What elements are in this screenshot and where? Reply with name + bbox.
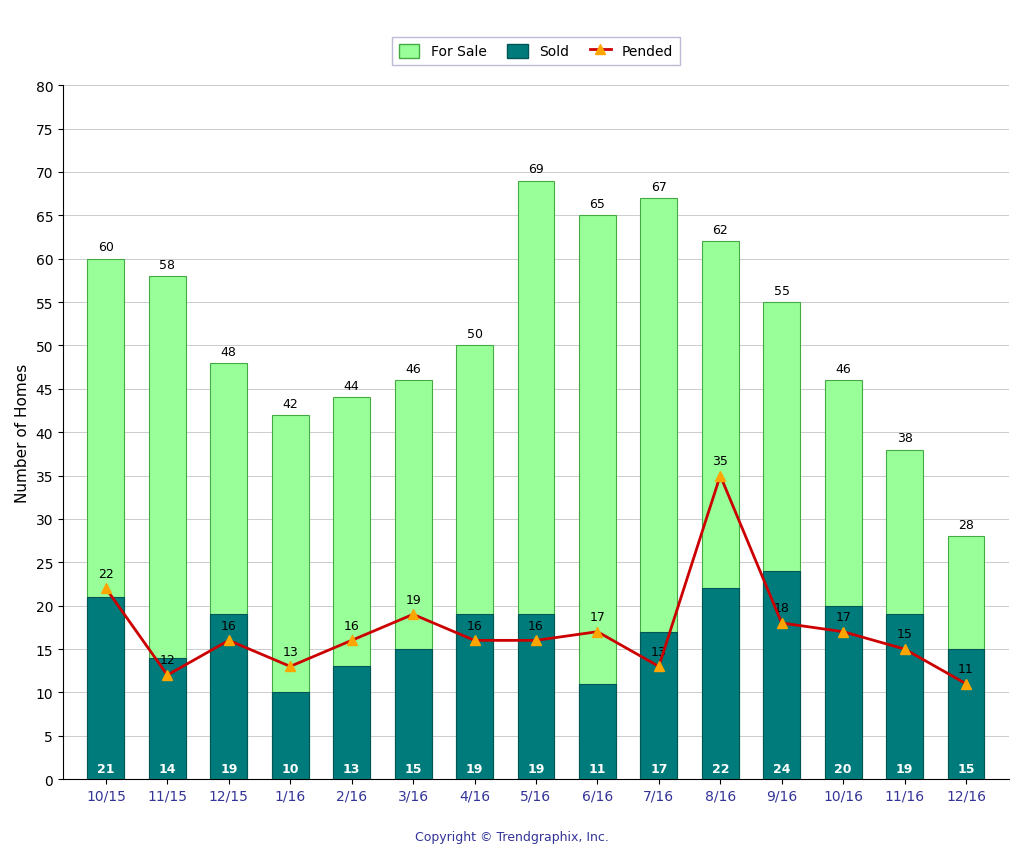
Bar <box>640 632 677 780</box>
Text: 13: 13 <box>343 762 360 775</box>
Text: Copyright © Trendgraphix, Inc.: Copyright © Trendgraphix, Inc. <box>415 831 609 843</box>
Bar <box>947 649 984 780</box>
Text: 46: 46 <box>836 362 851 376</box>
Bar <box>824 381 861 780</box>
Bar <box>210 363 247 780</box>
Text: 21: 21 <box>97 762 115 775</box>
Bar <box>701 589 738 780</box>
Text: 42: 42 <box>283 397 298 410</box>
Text: 35: 35 <box>713 454 728 468</box>
Text: 60: 60 <box>98 241 114 254</box>
Text: 19: 19 <box>220 762 238 775</box>
Bar <box>148 658 185 780</box>
Bar <box>148 277 185 780</box>
Text: 46: 46 <box>406 362 421 376</box>
Text: 55: 55 <box>774 285 790 297</box>
Bar <box>456 614 493 780</box>
Text: 13: 13 <box>283 645 298 658</box>
Text: 65: 65 <box>590 198 605 210</box>
Text: 48: 48 <box>221 345 237 358</box>
Text: 11: 11 <box>958 662 974 676</box>
Bar <box>333 398 370 780</box>
Bar <box>701 242 738 780</box>
Bar <box>87 259 124 780</box>
Text: 28: 28 <box>958 519 974 532</box>
Text: 13: 13 <box>651 645 667 658</box>
Legend: For Sale, Sold, Pended: For Sale, Sold, Pended <box>391 37 680 66</box>
Bar <box>886 614 923 780</box>
Text: 19: 19 <box>466 762 483 775</box>
Bar <box>886 450 923 780</box>
Text: 10: 10 <box>282 762 299 775</box>
Text: 69: 69 <box>528 164 544 176</box>
Text: 17: 17 <box>650 762 668 775</box>
Text: 12: 12 <box>160 653 175 666</box>
Bar <box>394 381 431 780</box>
Text: 14: 14 <box>159 762 176 775</box>
Text: 62: 62 <box>713 224 728 237</box>
Text: 24: 24 <box>773 762 791 775</box>
Bar <box>824 606 861 780</box>
Bar <box>579 216 615 780</box>
Bar <box>947 537 984 780</box>
Bar <box>210 614 247 780</box>
Text: 18: 18 <box>774 602 790 614</box>
Bar <box>579 684 615 780</box>
Text: 16: 16 <box>528 619 544 632</box>
Text: 17: 17 <box>590 610 605 624</box>
Bar <box>517 614 554 780</box>
Bar <box>456 346 493 780</box>
Text: 15: 15 <box>897 628 912 641</box>
Text: 11: 11 <box>589 762 606 775</box>
Text: 16: 16 <box>344 619 359 632</box>
Bar <box>271 693 308 780</box>
Text: 22: 22 <box>98 567 114 580</box>
Text: 58: 58 <box>160 258 175 272</box>
Text: 19: 19 <box>527 762 545 775</box>
Bar <box>271 415 308 780</box>
Bar <box>640 199 677 780</box>
Text: 19: 19 <box>406 593 421 606</box>
Text: 38: 38 <box>897 432 912 445</box>
Bar <box>763 302 800 780</box>
Text: 16: 16 <box>467 619 482 632</box>
Bar <box>333 666 370 780</box>
Text: 16: 16 <box>221 619 237 632</box>
Text: 15: 15 <box>404 762 422 775</box>
Bar <box>394 649 431 780</box>
Bar <box>87 597 124 780</box>
Text: 15: 15 <box>957 762 975 775</box>
Bar <box>763 572 800 780</box>
Text: 67: 67 <box>651 181 667 193</box>
Text: 22: 22 <box>712 762 729 775</box>
Text: 20: 20 <box>835 762 852 775</box>
Bar <box>517 181 554 780</box>
Text: 17: 17 <box>836 610 851 624</box>
Text: 50: 50 <box>467 328 482 341</box>
Text: 19: 19 <box>896 762 913 775</box>
Text: 44: 44 <box>344 380 359 393</box>
Y-axis label: Number of Homes: Number of Homes <box>15 363 30 502</box>
